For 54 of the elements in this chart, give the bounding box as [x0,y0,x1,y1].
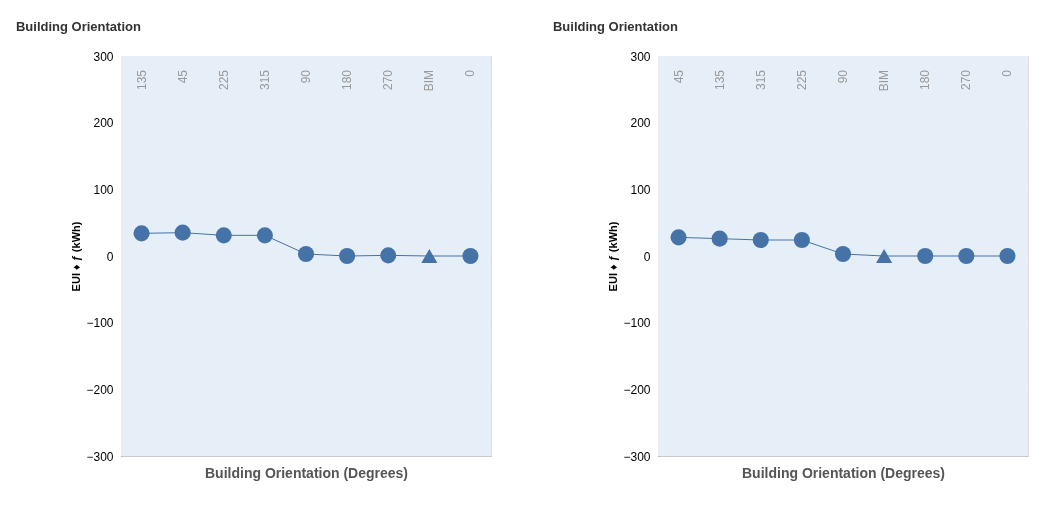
x-tick-label: 270 [959,69,974,91]
y-axis-title: EUI ♦ ƒ (kWh) [607,221,620,292]
y-tick-label: −100 [623,316,651,331]
x-tick-label: BIM [422,70,437,92]
x-axis-title: Building Orientation (Degrees) [204,464,409,481]
chart-title: Building Orientation [552,19,678,34]
x-tick-label: 45 [671,69,686,84]
x-axis-title: Building Orientation (Degrees) [741,464,946,481]
point [174,224,191,241]
x-tick-label: 0 [463,69,478,77]
point [793,231,810,249]
y-tick-label: 300 [630,49,651,64]
point [462,247,479,265]
point [834,245,852,263]
point [215,227,232,244]
y-tick-label: 0 [106,249,114,264]
point [917,247,934,265]
y-axis-title: EUI ♦ ƒ (kWh) [70,221,83,292]
point [297,245,315,263]
point [670,229,687,246]
point [133,225,150,242]
y-tick-label: −100 [86,316,114,331]
point [958,247,975,265]
x-tick-label: 225 [794,69,809,91]
y-tick-label: −200 [623,382,651,397]
x-tick-label: 315 [753,69,768,91]
y-tick-label: 100 [630,182,651,197]
point [339,247,356,265]
y-tick-label: 200 [630,116,651,131]
x-tick-label: 225 [216,69,231,91]
y-tick-label: 200 [93,116,114,131]
y-tick-label: 100 [93,182,114,197]
x-tick-label: 45 [175,69,190,84]
x-tick-label: 90 [299,69,313,84]
x-tick-label: BIM [877,70,892,92]
y-tick-label: 300 [93,49,114,64]
y-tick-label: −300 [623,449,651,464]
x-tick-label: 180 [918,69,933,91]
y-tick-label: 0 [643,249,651,264]
point [380,247,397,264]
x-tick-label: 0 [1000,69,1015,77]
y-tick-label: −200 [86,382,114,397]
x-tick-label: 90 [836,69,850,84]
x-tick-label: 270 [381,69,396,91]
point [752,231,769,249]
y-tick-label: −300 [86,449,114,464]
point [256,227,273,244]
x-tick-label: 135 [134,69,149,91]
x-tick-label: 180 [340,69,355,91]
chart-title: Building Orientation [15,19,141,34]
point [711,230,728,247]
x-tick-label: 315 [257,69,272,91]
x-tick-label: 135 [712,69,727,91]
point [999,247,1016,265]
